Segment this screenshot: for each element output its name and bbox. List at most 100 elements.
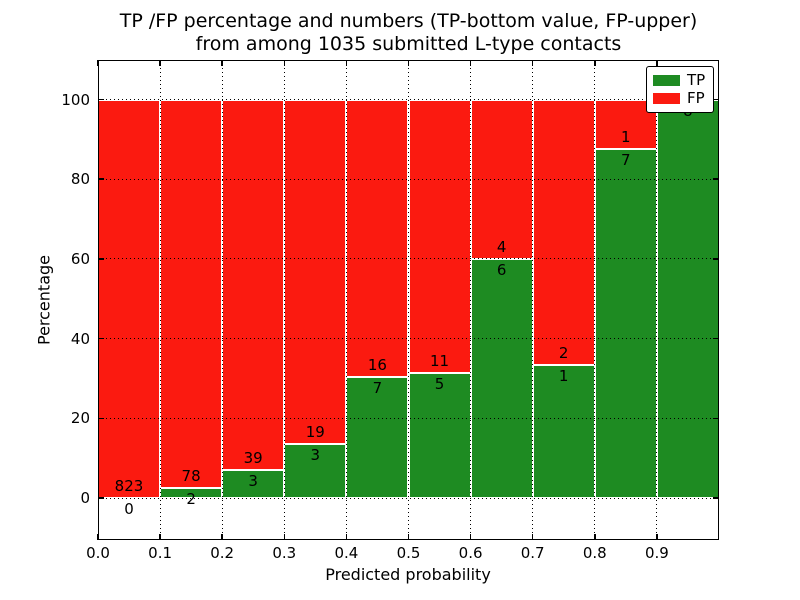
label-tp-0.4-0.5: 7: [372, 378, 383, 397]
gridline-y-60: [98, 258, 719, 260]
x-tick-label-0.5: 0.5: [396, 544, 421, 562]
y-tick-left-20: [98, 417, 104, 420]
y-tick-right-20: [713, 417, 719, 420]
x-tick-top-0.6: [469, 60, 472, 66]
y-tick-left-60: [98, 258, 104, 260]
label-tp-0.8-0.9: 7: [621, 151, 631, 170]
y-tick-right-40: [713, 337, 719, 340]
y-tick-label-40: 40: [70, 329, 90, 348]
label-tp-0.6-0.7: 6: [496, 260, 507, 279]
gridline-x-0.7: [532, 60, 534, 540]
x-tick-bottom-0.6: [469, 534, 472, 540]
gridline-y-100: [98, 99, 719, 100]
y-tick-left-40: [98, 337, 104, 340]
label-fp-0.3-0.4: 19: [305, 422, 325, 441]
legend-label-fp: FP: [687, 89, 705, 108]
bar-fp-0.3-0.4: [284, 99, 347, 444]
x-tick-bottom-0.9: [656, 534, 658, 540]
y-tick-right-60: [713, 258, 719, 260]
label-fp-0.1-0.2: 78: [181, 467, 201, 486]
y-tick-right-80: [713, 178, 719, 180]
x-tick-top-0.4: [345, 60, 348, 66]
x-tick-label-0.8: 0.8: [582, 544, 607, 562]
x-tick-label-0.7: 0.7: [520, 544, 545, 562]
x-tick-label-0.0: 0.0: [86, 544, 110, 562]
bar-tp-0.1-0.2: [160, 488, 223, 498]
x-tick-top-0.5: [407, 60, 410, 66]
x-tick-bottom-0.3: [283, 534, 286, 540]
gridline-x-0.1: [159, 60, 161, 540]
gridline-x-0.9: [656, 60, 658, 540]
bar-tp-0.8-0.9: [594, 149, 657, 498]
bar-tp-0.2-0.3: [222, 469, 285, 498]
gridline-x-0.4: [345, 60, 347, 540]
x-tick-top-0.3: [283, 60, 286, 66]
legend-entry-tp: TP: [653, 70, 707, 89]
label-fp-0.0-0.1: 823: [114, 477, 144, 495]
bar-fp-0.2-0.3: [222, 99, 285, 470]
gridline-y-40: [98, 338, 719, 340]
x-tick-bottom-0.4: [345, 534, 348, 540]
label-tp-0.0-0.1: 0: [124, 500, 134, 518]
gridline-x-0.5: [408, 60, 409, 540]
bar-tp-0.5-0.6: [408, 373, 471, 498]
gridline-y-80: [98, 178, 719, 180]
gridline-y-0: [98, 497, 719, 499]
bar-tp-0.9-1.0: [656, 99, 719, 498]
y-tick-left-100: [98, 98, 104, 101]
x-tick-label-0.6: 0.6: [458, 544, 483, 562]
label-fp-0.7-0.8: 2: [558, 344, 569, 363]
bar-fp-0.7-0.8: [532, 99, 595, 366]
label-tp-0.3-0.4: 3: [310, 445, 321, 464]
y-tick-label-80: 80: [70, 170, 90, 189]
gridline-x-0.2: [221, 60, 223, 540]
label-fp-0.2-0.3: 39: [243, 448, 263, 467]
gridline-x-0.8: [594, 60, 596, 540]
x-tick-bottom-0.2: [221, 534, 223, 540]
x-tick-top-0.8: [594, 60, 596, 66]
x-tick-label-0.3: 0.3: [272, 544, 297, 562]
bar-tp-0.6-0.7: [470, 258, 533, 498]
label-tp-0.1-0.2: 2: [186, 490, 196, 509]
chart-title-line2: from among 1035 submitted L-type contact…: [195, 33, 622, 55]
x-tick-bottom-0.8: [594, 534, 596, 540]
x-tick-top-0.2: [221, 60, 223, 66]
chart-title: TP /FP percentage and numbers (TP-bottom…: [98, 10, 719, 56]
x-tick-top-0.0: [97, 60, 99, 66]
x-tick-top-0.9: [656, 60, 658, 66]
legend: TP FP: [646, 66, 714, 113]
x-axis-label: Predicted probability: [325, 565, 491, 584]
x-tick-label-0.1: 0.1: [148, 544, 173, 562]
label-tp-0.2-0.3: 3: [248, 471, 258, 490]
y-tick-left-0: [98, 497, 104, 499]
y-tick-label-60: 60: [70, 249, 90, 268]
bar-fp-0.4-0.5: [346, 99, 409, 377]
bar-fp-0.5-0.6: [408, 99, 471, 374]
bar-fp-0.0-0.1: [98, 99, 161, 498]
bar-tp-0.4-0.5: [346, 376, 409, 498]
label-fp-0.8-0.9: 1: [621, 128, 631, 147]
label-fp-0.5-0.6: 11: [429, 352, 450, 371]
gridline-x-0.6: [470, 60, 472, 540]
bar-tp-0.7-0.8: [532, 365, 595, 498]
bar-tp-0.3-0.4: [284, 443, 347, 498]
y-tick-right-0: [713, 497, 719, 499]
gridline-x-0.3: [283, 60, 285, 540]
bar-fp-0.1-0.2: [160, 99, 223, 489]
x-tick-label-0.4: 0.4: [334, 544, 359, 562]
label-tp-0.7-0.8: 1: [558, 367, 569, 386]
gridline-y-20: [98, 417, 719, 419]
y-tick-label-20: 20: [70, 409, 90, 428]
legend-swatch-fp: [653, 93, 680, 105]
label-tp-0.5-0.6: 5: [434, 375, 445, 394]
x-tick-bottom-0.5: [407, 534, 410, 540]
x-tick-label-0.2: 0.2: [210, 544, 235, 562]
y-tick-left-80: [98, 178, 104, 180]
x-tick-bottom-0.7: [531, 534, 534, 540]
x-tick-label-0.9: 0.9: [644, 544, 669, 562]
legend-label-tp: TP: [687, 70, 706, 89]
chart-title-line1: TP /FP percentage and numbers (TP-bottom…: [119, 10, 698, 32]
legend-swatch-tp: [653, 74, 680, 86]
y-tick-right-100: [713, 98, 719, 101]
